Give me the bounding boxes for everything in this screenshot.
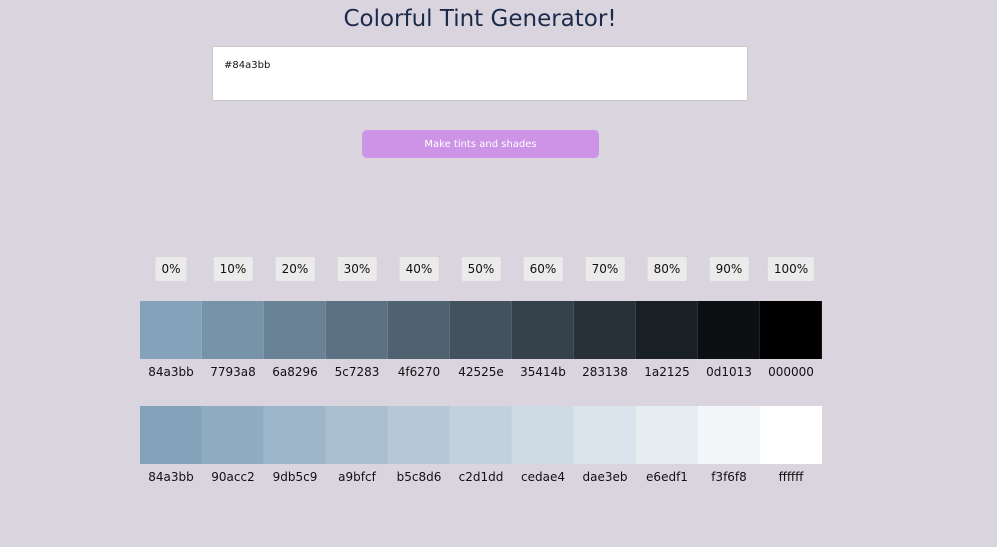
hex-label: 90acc2 (211, 470, 255, 484)
hex-label: 4f6270 (397, 365, 441, 379)
hex-color-input[interactable] (212, 46, 748, 101)
percentage-badge: 10% (213, 257, 253, 281)
hex-label: ffffff (778, 470, 804, 484)
tints-swatch-row (140, 406, 822, 464)
percentage-badge: 80% (647, 257, 687, 281)
hex-label: 7793a8 (210, 365, 256, 379)
hex-label: c2d1dd (458, 470, 504, 484)
color-swatch[interactable] (326, 406, 388, 464)
hex-label: 6a8296 (272, 365, 318, 379)
percentage-badge: 50% (461, 257, 501, 281)
percentage-labels: 0% 10% 20% 30% 40% 50% 60% 70% 80% 90% 100% (140, 257, 822, 281)
hex-label: cedae4 (521, 470, 565, 484)
color-swatch[interactable] (760, 406, 822, 464)
color-swatch[interactable] (574, 301, 636, 359)
make-tints-shades-button[interactable]: Make tints and shades (362, 130, 599, 158)
color-swatch[interactable] (636, 406, 698, 464)
percentage-badge: 30% (337, 257, 377, 281)
color-swatch[interactable] (512, 301, 574, 359)
hex-label: 84a3bb (148, 365, 194, 379)
color-swatch[interactable] (264, 301, 326, 359)
hex-label: 000000 (768, 365, 814, 379)
page-title: Colorful Tint Generator! (343, 6, 617, 32)
tints-label-row: 84a3bb 90acc2 9db5c9 a9bfcf b5c8d6 c2d1dd ceda… (140, 470, 822, 486)
color-swatch[interactable] (698, 406, 760, 464)
color-swatch[interactable] (140, 301, 202, 359)
hex-label: a9bfcf (338, 470, 376, 484)
percentage-badge: 60% (523, 257, 563, 281)
percentage-badge: 100% (767, 257, 815, 281)
color-swatch[interactable] (512, 406, 574, 464)
color-swatch[interactable] (636, 301, 698, 359)
hex-label: 5c7283 (334, 365, 380, 379)
shades-label-row: 84a3bb 7793a8 6a8296 5c7283 4f6270 42525e 3541… (140, 365, 822, 381)
hex-label: e6edf1 (646, 470, 688, 484)
color-swatch[interactable] (450, 406, 512, 464)
color-swatch[interactable] (574, 406, 636, 464)
color-swatch[interactable] (202, 301, 264, 359)
percentage-badge: 40% (399, 257, 439, 281)
color-swatch[interactable] (264, 406, 326, 464)
color-swatch[interactable] (388, 301, 450, 359)
hex-label: 1a2125 (644, 365, 690, 379)
shades-swatch-row (140, 301, 822, 359)
color-swatch[interactable] (760, 301, 822, 359)
hex-label: 35414b (520, 365, 566, 379)
color-swatch[interactable] (202, 406, 264, 464)
color-swatch[interactable] (140, 406, 202, 464)
hex-label: b5c8d6 (396, 470, 442, 484)
color-swatch[interactable] (326, 301, 388, 359)
hex-label: f3f6f8 (711, 470, 747, 484)
hex-label: 84a3bb (148, 470, 194, 484)
hex-label: 42525e (458, 365, 504, 379)
color-swatch[interactable] (698, 301, 760, 359)
percentage-badge: 90% (709, 257, 749, 281)
hex-label: 283138 (582, 365, 628, 379)
color-swatch[interactable] (450, 301, 512, 359)
percentage-badge: 70% (585, 257, 625, 281)
hex-label: 9db5c9 (272, 470, 318, 484)
hex-label: 0d1013 (706, 365, 752, 379)
percentage-badge: 0% (155, 257, 187, 281)
percentage-badge: 20% (275, 257, 315, 281)
color-swatch[interactable] (388, 406, 450, 464)
hex-label: dae3eb (582, 470, 628, 484)
